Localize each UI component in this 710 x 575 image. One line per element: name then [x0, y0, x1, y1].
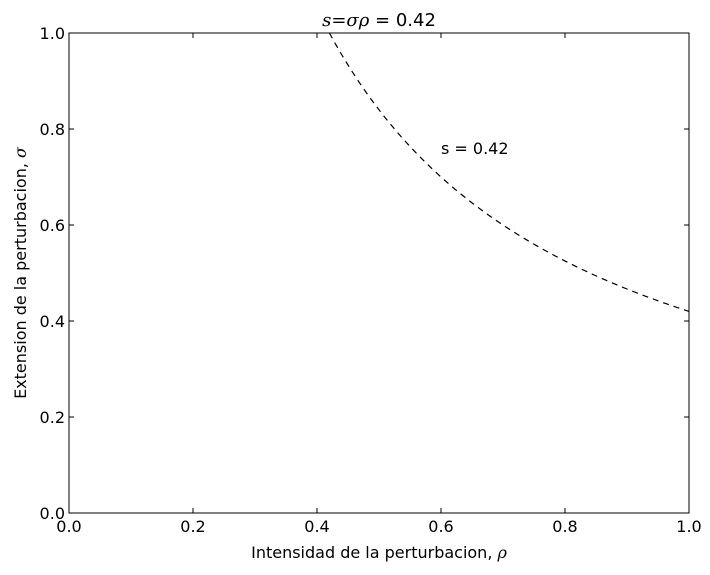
series-layer — [328, 32, 690, 312]
x-tick-label: 0.4 — [304, 517, 329, 536]
y-axis-label-symbol: σ — [11, 146, 30, 158]
y-tick-label: 0.2 — [40, 408, 65, 427]
y-tick-label: 1.0 — [40, 24, 65, 43]
y-tick-label: 0.8 — [40, 120, 65, 139]
series-line — [328, 32, 690, 312]
chart-title-math: s=σρ — [322, 10, 370, 31]
y-axis-label: Extension de la perturbacion, σ — [11, 146, 30, 399]
x-tick-label: 0.6 — [428, 517, 453, 536]
axis-ticks — [68, 32, 690, 514]
x-tick-labels: 0.0 0.2 0.4 0.6 0.8 1.0 — [56, 517, 701, 536]
x-tick-label: 0.2 — [180, 517, 205, 536]
annotation-label: s = 0.42 — [441, 139, 509, 158]
x-axis-label: Intensidad de la perturbacion, ρ — [251, 543, 507, 562]
chart-title: s=σρ = 0.42 — [322, 10, 436, 31]
y-tick-label: 0.6 — [40, 216, 65, 235]
y-tick-label: 0.0 — [40, 504, 65, 523]
chart-title-value: = 0.42 — [369, 10, 436, 31]
x-tick-label: 0.8 — [552, 517, 577, 536]
y-axis-label-text: Extension de la perturbacion, — [11, 158, 30, 399]
y-tick-label: 0.4 — [40, 312, 65, 331]
x-axis-label-symbol: ρ — [497, 543, 508, 562]
y-tick-labels: 0.0 0.2 0.4 0.6 0.8 1.0 — [40, 24, 65, 523]
plot-area — [68, 32, 690, 514]
x-axis-label-text: Intensidad de la perturbacion, — [251, 543, 497, 562]
x-tick-label: 0.0 — [56, 517, 81, 536]
x-tick-label: 1.0 — [676, 517, 701, 536]
